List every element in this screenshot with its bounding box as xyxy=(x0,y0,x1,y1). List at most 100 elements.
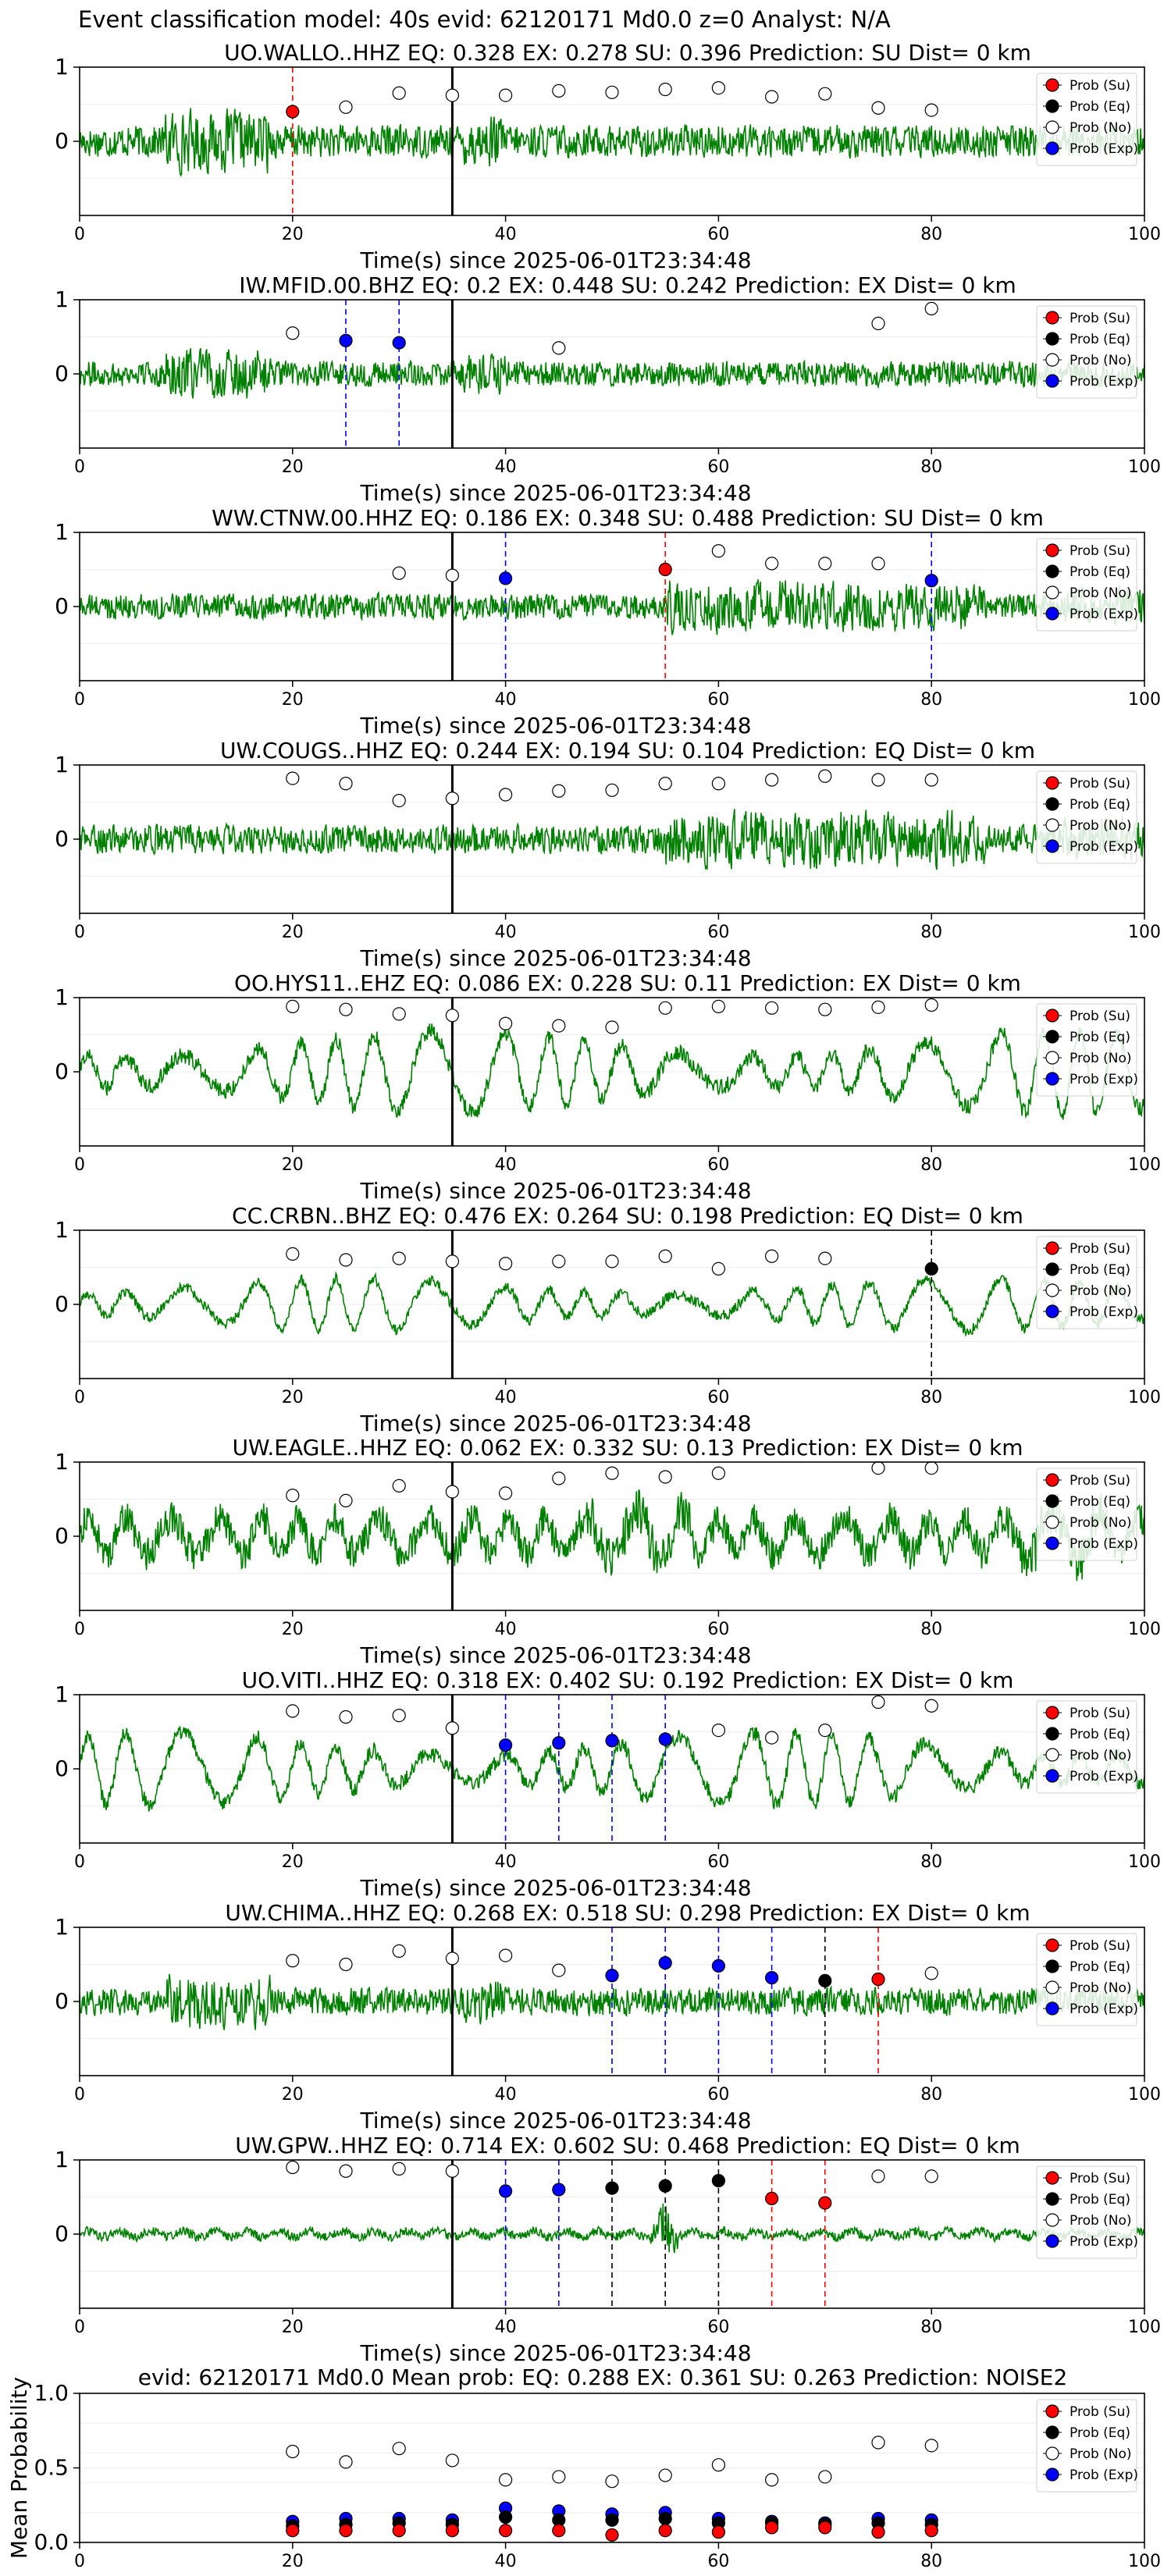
prob-no-marker xyxy=(445,1009,460,1023)
x-tick-label: 0 xyxy=(74,2085,85,2105)
prob-no-marker xyxy=(339,100,353,114)
legend-marker-eq xyxy=(1045,1494,1059,1508)
x-axis-label: Time(s) since 2025-06-01T23:34:48 xyxy=(359,945,751,971)
prob-no-marker xyxy=(552,341,566,355)
x-tick-label: 40 xyxy=(495,690,517,710)
waveform-trace xyxy=(80,1023,1144,1120)
station-panel: UW.EAGLE..HHZ EQ: 0.062 EX: 0.332 SU: 0.… xyxy=(55,1435,1161,1668)
x-tick-label: 0 xyxy=(74,1155,85,1175)
x-tick-label: 100 xyxy=(1128,1620,1161,1639)
legend-marker-eq xyxy=(1045,1727,1059,1741)
x-tick-label: 80 xyxy=(920,2552,942,2571)
x-tick-label: 100 xyxy=(1128,225,1161,244)
mean-no-marker xyxy=(552,2470,566,2484)
prob-no-marker xyxy=(871,1000,885,1014)
x-tick-label: 20 xyxy=(282,923,304,942)
x-tick-label: 0 xyxy=(74,457,85,477)
x-tick-label: 60 xyxy=(707,690,729,710)
prob-eq-marker xyxy=(818,1973,832,1987)
legend-label: Prob (No) xyxy=(1070,2213,1132,2229)
mean-no-marker xyxy=(286,2444,300,2459)
y-tick-label: 1 xyxy=(55,286,69,312)
legend-marker-no xyxy=(1045,120,1059,134)
x-tick-label: 80 xyxy=(920,457,942,477)
prob-no-marker xyxy=(924,1966,938,1980)
waveform-trace xyxy=(80,579,1144,635)
x-tick-label: 0 xyxy=(74,2552,85,2571)
x-tick-label: 60 xyxy=(707,2085,729,2105)
legend-label: Prob (Eq) xyxy=(1070,797,1130,813)
mean-su-marker xyxy=(498,2524,513,2538)
waveform-trace xyxy=(80,1726,1144,1812)
x-tick-label: 20 xyxy=(282,1620,304,1639)
prob-no-marker xyxy=(339,1957,353,1972)
prob-no-marker xyxy=(924,2169,938,2183)
mean-probability-panel: evid: 62120171 Md0.0 Mean prob: EQ: 0.28… xyxy=(6,2364,1161,2571)
legend-marker-su xyxy=(1045,1938,1059,1952)
x-axis-label: Time(s) since 2025-06-01T23:34:48 xyxy=(359,480,751,506)
prob-no-marker xyxy=(392,1007,406,1021)
x-tick-label: 60 xyxy=(707,1388,729,1407)
mean-no-marker xyxy=(818,2470,832,2484)
x-tick-label: 20 xyxy=(282,2318,304,2337)
prob-no-marker xyxy=(286,771,300,785)
prob-eq-marker xyxy=(605,2181,619,2195)
legend-box xyxy=(1036,1700,1137,1794)
prob-no-marker xyxy=(924,1699,938,1713)
y-tick-label: 0 xyxy=(55,361,69,386)
legend-box xyxy=(1036,538,1137,632)
station-panel: UW.GPW..HHZ EQ: 0.714 EX: 0.602 SU: 0.46… xyxy=(55,2133,1161,2366)
legend-box xyxy=(1036,770,1137,864)
prob-eq-marker xyxy=(658,2179,672,2193)
prob-exp-marker xyxy=(498,1738,513,1752)
legend-marker-no xyxy=(1045,1051,1059,1065)
legend-label: Prob (Exp) xyxy=(1070,1769,1138,1784)
panel-title: UW.EAGLE..HHZ EQ: 0.062 EX: 0.332 SU: 0.… xyxy=(232,1435,1023,1461)
prob-no-marker xyxy=(445,2164,460,2178)
prob-no-marker xyxy=(392,86,406,100)
prob-no-marker xyxy=(764,90,779,104)
legend-box xyxy=(1036,73,1137,166)
legend-label: Prob (Eq) xyxy=(1070,1030,1130,1045)
waveform-trace xyxy=(80,347,1144,399)
prob-no-marker xyxy=(552,1963,566,1977)
prob-no-marker xyxy=(498,1948,513,1962)
legend-label: Prob (Su) xyxy=(1070,776,1130,792)
legend-marker-su xyxy=(1045,1009,1059,1023)
x-tick-label: 60 xyxy=(707,457,729,477)
prob-no-marker xyxy=(711,1261,726,1276)
x-tick-label: 20 xyxy=(282,2552,304,2571)
legend-label: Prob (Su) xyxy=(1070,1473,1130,1489)
legend-marker-exp xyxy=(1045,839,1059,853)
legend-marker-exp xyxy=(1045,607,1059,621)
legend-label: Prob (Exp) xyxy=(1070,839,1138,855)
mean-no-marker xyxy=(764,2473,779,2487)
legend-marker-exp xyxy=(1045,1769,1059,1783)
prob-no-marker xyxy=(339,1002,353,1016)
mean-su-marker xyxy=(658,2524,672,2538)
prob-no-marker xyxy=(339,1710,353,1724)
legend-label: Prob (Exp) xyxy=(1070,2234,1138,2250)
mean-no-marker xyxy=(924,2439,938,2453)
legend-marker-eq xyxy=(1045,99,1059,113)
legend-label: Prob (Exp) xyxy=(1070,1072,1138,1087)
prob-no-marker xyxy=(818,557,832,571)
legend-box xyxy=(1036,1003,1137,1097)
legend-box xyxy=(1036,305,1137,399)
legend-label: Prob (Su) xyxy=(1070,2404,1130,2420)
prob-su-marker xyxy=(764,2191,779,2205)
x-tick-label: 80 xyxy=(920,1620,942,1639)
prob-no-marker xyxy=(818,1002,832,1016)
legend-label: Prob (No) xyxy=(1070,1748,1132,1763)
y-tick-label: 1 xyxy=(55,519,69,545)
station-panel: UW.CHIMA..HHZ EQ: 0.268 EX: 0.518 SU: 0.… xyxy=(55,1900,1161,2133)
prob-no-marker xyxy=(711,80,726,95)
x-tick-label: 20 xyxy=(282,1388,304,1407)
x-axis-label: Time(s) since 2025-06-01T23:34:48 xyxy=(359,1411,751,1436)
legend-box xyxy=(1036,1468,1137,1561)
legend-label: Prob (Eq) xyxy=(1070,564,1130,580)
x-axis-label: Time(s) since 2025-06-01T23:34:48 xyxy=(359,2340,751,2366)
prob-no-marker xyxy=(711,544,726,558)
legend-label: Prob (Su) xyxy=(1070,1938,1130,1954)
